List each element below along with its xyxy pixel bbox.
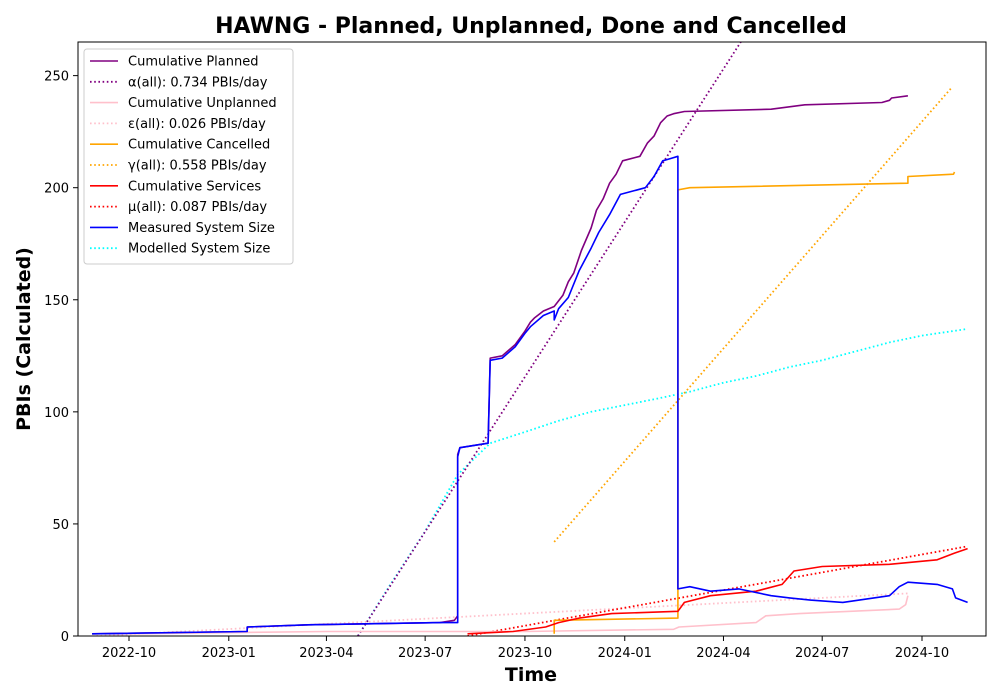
legend-label: ε(all): 0.026 PBIs/day bbox=[128, 117, 266, 132]
series-line-2 bbox=[128, 595, 909, 635]
x-tick-label: 2024-01 bbox=[598, 646, 652, 661]
legend-label: Cumulative Services bbox=[128, 179, 261, 194]
legend-label: α(all): 0.734 PBIs/day bbox=[128, 75, 268, 90]
y-tick-label: 200 bbox=[44, 182, 69, 197]
y-axis-label: PBIs (Calculated) bbox=[13, 247, 35, 431]
x-tick-label: 2023-04 bbox=[299, 646, 353, 661]
series-layer bbox=[92, 42, 968, 636]
x-tick-label: 2024-04 bbox=[696, 646, 750, 661]
chart-title: HAWNG - Planned, Unplanned, Done and Can… bbox=[215, 14, 847, 39]
y-tick-label: 0 bbox=[61, 630, 69, 645]
legend-label: Cumulative Planned bbox=[128, 55, 258, 70]
x-tick-label: 2023-01 bbox=[202, 646, 256, 661]
series-line-4 bbox=[553, 171, 956, 634]
y-tick-label: 150 bbox=[44, 294, 69, 309]
plot-frame bbox=[77, 41, 987, 637]
y-tick-label: 250 bbox=[44, 70, 69, 85]
x-tick-label: 2024-07 bbox=[795, 646, 849, 661]
legend-label: Modelled System Size bbox=[128, 242, 270, 257]
series-line-3 bbox=[96, 592, 908, 636]
y-tick-label: 50 bbox=[52, 518, 69, 533]
legend: Cumulative Planned α(all): 0.734 PBIs/day… bbox=[83, 48, 294, 265]
legend-label: Measured System Size bbox=[128, 221, 275, 236]
x-tick-label: 2022-10 bbox=[102, 646, 156, 661]
series-line-7 bbox=[467, 545, 968, 636]
series-line-6 bbox=[467, 547, 968, 635]
x-tick-label: 2024-10 bbox=[895, 646, 949, 661]
x-axis-label: Time bbox=[505, 664, 557, 686]
legend-label: μ(all): 0.087 PBIs/day bbox=[128, 200, 267, 215]
x-tick-label: 2023-10 bbox=[498, 646, 552, 661]
y-axis-ticks: 0 50 100 150 200 250 bbox=[44, 70, 78, 645]
legend-label: γ(all): 0.558 PBIs/day bbox=[128, 159, 267, 174]
legend-label: Cumulative Unplanned bbox=[128, 96, 277, 111]
legend-box bbox=[83, 48, 294, 265]
x-tick-label: 2023-07 bbox=[398, 646, 452, 661]
series-line-9 bbox=[357, 328, 968, 636]
legend-label: Cumulative Cancelled bbox=[128, 138, 270, 153]
series-line-8 bbox=[92, 155, 968, 635]
y-tick-label: 100 bbox=[44, 406, 69, 421]
series-line-5 bbox=[553, 86, 954, 543]
series-line-1 bbox=[357, 42, 742, 636]
x-axis-ticks: 2022-10 2023-01 2023-04 2023-07 2023-10 2024-… bbox=[102, 636, 949, 661]
